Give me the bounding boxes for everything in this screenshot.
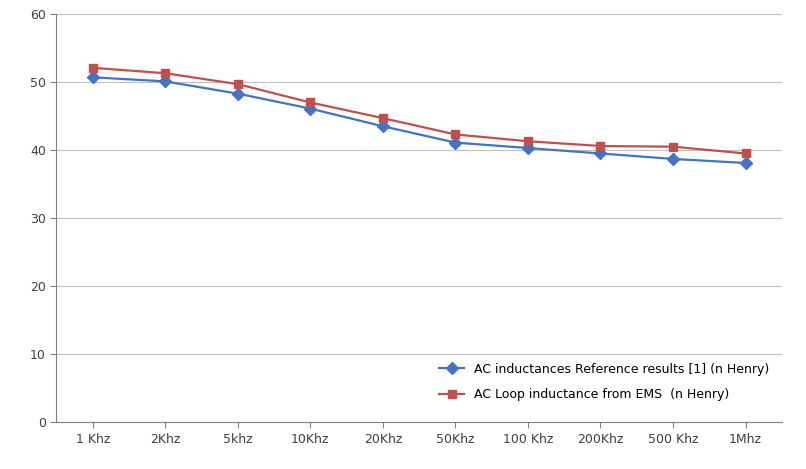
AC Loop inductance from EMS  (n Henry) — [596, 143, 605, 149]
AC inductances Reference results [1] (n Henry) — [451, 140, 460, 145]
AC inductances Reference results [1] (n Henry) — [88, 75, 98, 80]
AC Loop inductance from EMS  (n Henry) — [378, 115, 388, 121]
AC inductances Reference results [1] (n Henry) — [160, 79, 170, 84]
AC inductances Reference results [1] (n Henry) — [668, 156, 678, 162]
AC Loop inductance from EMS  (n Henry) — [88, 65, 98, 71]
AC inductances Reference results [1] (n Henry) — [233, 91, 243, 97]
Legend: AC inductances Reference results [1] (n Henry), AC Loop inductance from EMS  (n : AC inductances Reference results [1] (n … — [433, 357, 775, 408]
AC inductances Reference results [1] (n Henry) — [305, 106, 315, 112]
AC Loop inductance from EMS  (n Henry) — [160, 70, 170, 76]
AC Loop inductance from EMS  (n Henry) — [305, 100, 315, 106]
AC Loop inductance from EMS  (n Henry) — [451, 132, 460, 137]
AC inductances Reference results [1] (n Henry) — [523, 145, 533, 151]
AC Loop inductance from EMS  (n Henry) — [741, 151, 750, 156]
AC inductances Reference results [1] (n Henry) — [741, 160, 750, 166]
AC inductances Reference results [1] (n Henry) — [596, 151, 605, 156]
AC Loop inductance from EMS  (n Henry) — [233, 81, 243, 87]
Line: AC Loop inductance from EMS  (n Henry): AC Loop inductance from EMS (n Henry) — [89, 64, 750, 158]
AC Loop inductance from EMS  (n Henry) — [523, 138, 533, 144]
AC Loop inductance from EMS  (n Henry) — [668, 144, 678, 150]
AC inductances Reference results [1] (n Henry) — [378, 123, 388, 129]
Line: AC inductances Reference results [1] (n Henry): AC inductances Reference results [1] (n … — [89, 73, 750, 167]
